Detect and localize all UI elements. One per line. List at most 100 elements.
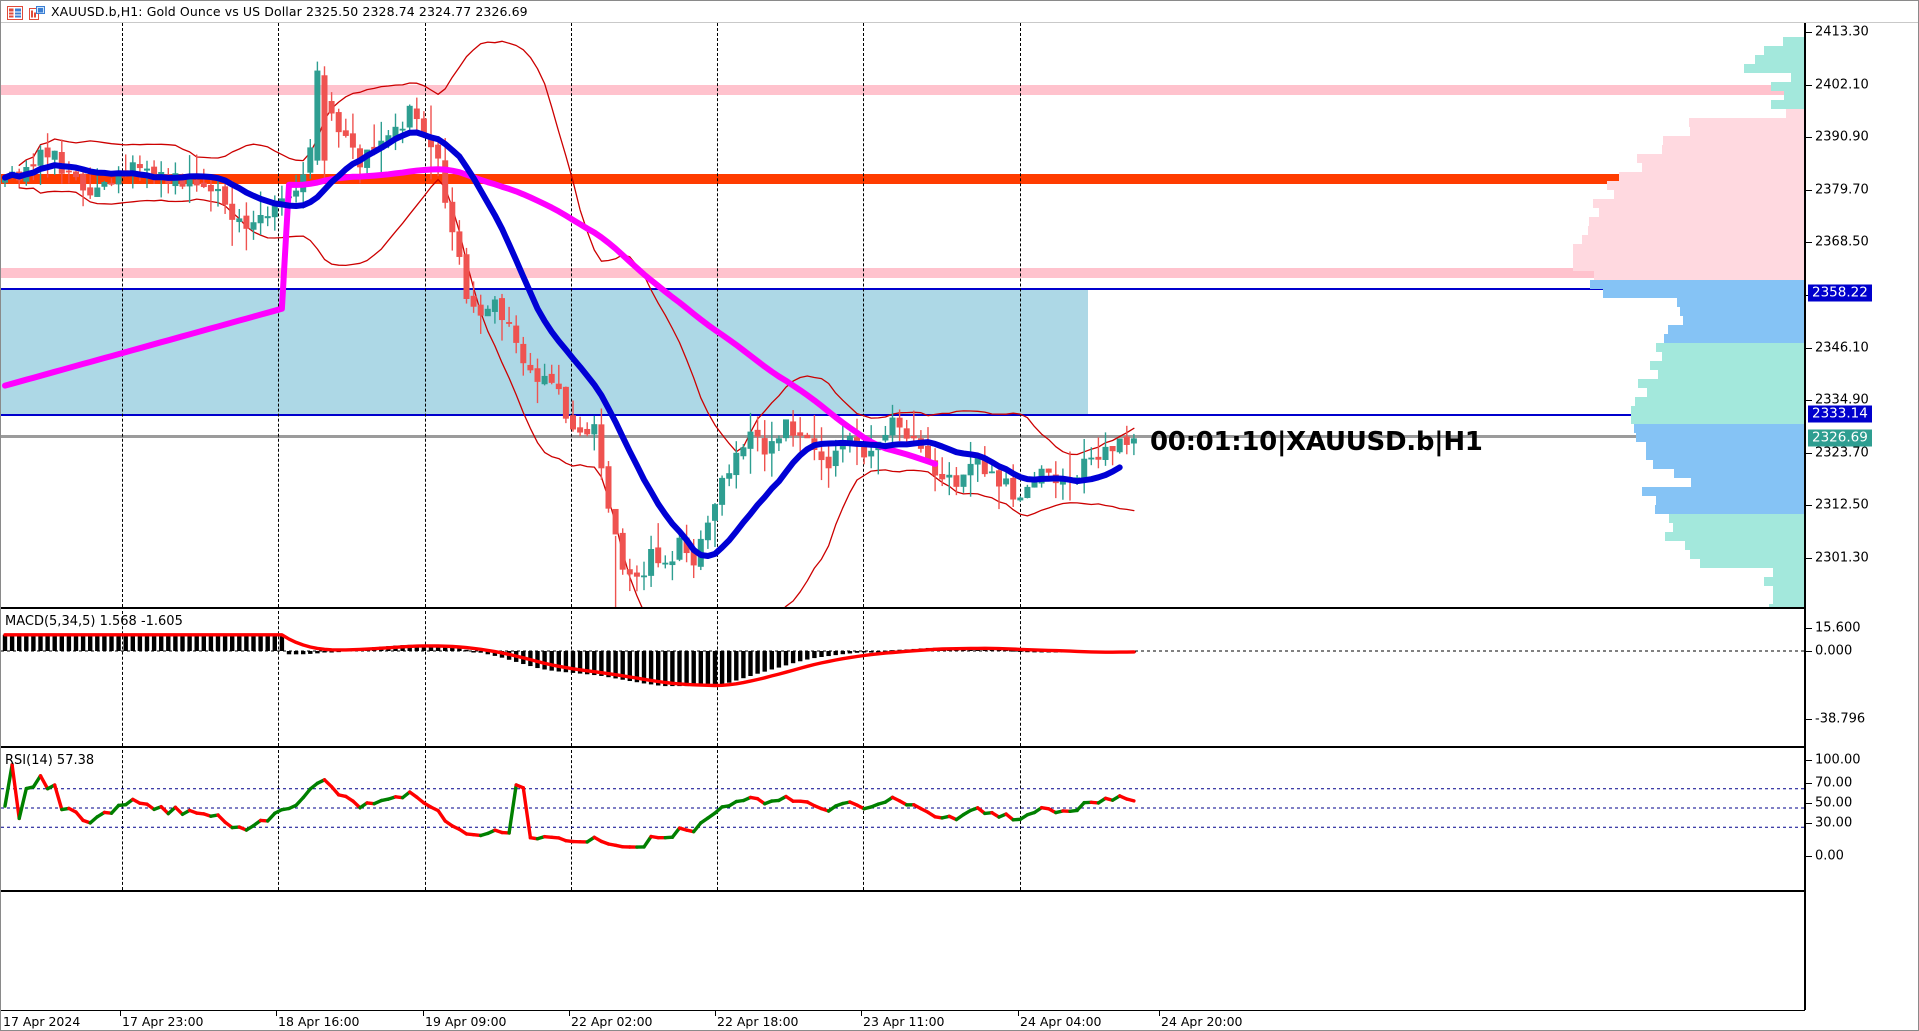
volume-profile-bar [1631, 406, 1805, 415]
price-tick-label: 2323.70 [1815, 445, 1869, 461]
vgrid-line [122, 611, 123, 746]
bollinger-lower-band [18, 178, 1135, 607]
macd-plot [1, 633, 1805, 688]
rsi-pane[interactable]: RSI(14) 57.38 [1, 750, 1805, 892]
volume-profile-bar [1771, 100, 1805, 109]
price-level-badge[interactable]: 2333.14 [1808, 405, 1872, 423]
volume-profile-bar [1637, 154, 1805, 163]
volume-profile-bar [1673, 523, 1805, 532]
volume-profile-bar [1634, 424, 1805, 433]
volume-profile-bar [1784, 91, 1805, 100]
volume-profile-bar [1589, 217, 1805, 226]
volume-profile-bar [1655, 505, 1805, 514]
rsi-tick-label: 30.00 [1815, 815, 1853, 831]
volume-profile-bar [1635, 397, 1805, 406]
rsi-tick-label: 0.00 [1815, 848, 1844, 864]
volume-profile-bar [1786, 109, 1805, 118]
price-tick-mark [1806, 505, 1812, 507]
volume-profile-bar [1631, 415, 1805, 424]
volume-profile-bar [1599, 208, 1805, 217]
volume-profile-bar [1638, 379, 1805, 388]
volume-profile-bar [1603, 289, 1805, 298]
volume-profile [1505, 23, 1805, 607]
macd-tick-label: 15.600 [1815, 620, 1861, 636]
time-tick-mark [276, 1011, 277, 1016]
volume-profile-bar [1607, 181, 1805, 190]
volume-profile-bar [1744, 64, 1805, 73]
volume-profile-bar [1594, 271, 1805, 280]
price-level-badge[interactable]: 2358.22 [1808, 284, 1872, 302]
time-tick-label: 17 Apr 2024 [3, 1014, 81, 1029]
volume-profile-bar [1764, 577, 1805, 586]
volume-profile-bar [1690, 127, 1805, 136]
macd-tick-mark [1806, 628, 1812, 629]
volume-profile-bar [1588, 226, 1805, 235]
vgrid-line [863, 750, 864, 890]
resistance-zone-line [1, 174, 1805, 184]
volume-profile-bar [1593, 199, 1805, 208]
rsi-tick-mark [1806, 760, 1812, 761]
vgrid-line [425, 611, 426, 746]
price-tick-mark [1806, 84, 1812, 86]
volume-profile-bar [1669, 514, 1805, 523]
volume-profile-bar [1573, 253, 1805, 262]
volume-profile-bar [1677, 298, 1805, 307]
volume-profile-bar [1680, 307, 1805, 316]
rsi-tick-mark [1806, 856, 1812, 857]
price-tick-mark [1806, 137, 1812, 139]
volume-profile-bar [1771, 82, 1805, 91]
volume-profile-bar [1656, 496, 1805, 505]
macd-label: MACD(5,34,5) 1.568 -1.605 [5, 614, 183, 629]
price-level-badge[interactable]: 2326.69 [1808, 429, 1872, 447]
price-scale[interactable]: 2413.302402.102390.902379.702368.502357.… [1804, 23, 1918, 1010]
candlestick-series [1, 61, 1137, 607]
pink-band-lower [1, 268, 1805, 278]
macd-pane[interactable]: MACD(5,34,5) 1.568 -1.605 [1, 611, 1805, 748]
price-tick-label: 2368.50 [1815, 234, 1869, 250]
vgrid-line [278, 23, 279, 607]
volume-profile-bar [1662, 352, 1805, 361]
volume-profile-bar [1653, 460, 1805, 469]
lower-support-line [1, 414, 1805, 416]
vgrid-line [278, 750, 279, 890]
price-tick-label: 2413.30 [1815, 24, 1869, 40]
volume-profile-bar [1656, 343, 1805, 352]
volume-profile-bar [1582, 235, 1805, 244]
support-zone-fill [1, 288, 1088, 415]
time-tick-mark [861, 1011, 862, 1016]
price-tick-mark [1806, 347, 1812, 349]
data-window-icon[interactable] [7, 5, 23, 20]
time-tick-label: 24 Apr 04:00 [1020, 1014, 1102, 1029]
vgrid-line [717, 23, 718, 607]
price-pane[interactable]: 00:01:10|XAUUSD.b|H1 [1, 23, 1805, 609]
volume-profile-bar [1773, 568, 1805, 577]
rsi-pane-inner [1, 750, 1805, 890]
time-tick-label: 24 Apr 20:00 [1161, 1014, 1243, 1029]
time-tick-label: 18 Apr 16:00 [278, 1014, 360, 1029]
macd-tick-label: 0.000 [1815, 643, 1853, 659]
rsi-tick-mark [1806, 783, 1812, 784]
rsi-tick-mark [1806, 803, 1812, 804]
volume-profile-bar [1590, 280, 1805, 289]
volume-profile-bar [1663, 136, 1805, 145]
time-axis[interactable]: 17 Apr 2024 17 Apr 23:00 18 Apr 16:00 19 Ap… [1, 1010, 1805, 1030]
price-tick-label: 2312.50 [1815, 497, 1869, 513]
price-plot [1, 40, 1137, 607]
vgrid-line [571, 611, 572, 746]
time-tick-mark [1159, 1011, 1160, 1016]
macd-pane-inner [1, 611, 1805, 746]
macd-tick-mark [1806, 719, 1812, 720]
chart-new-icon[interactable] [29, 5, 45, 20]
volume-profile-bar [1664, 334, 1805, 343]
volume-profile-bar [1700, 559, 1805, 568]
volume-profile-bar [1614, 190, 1805, 199]
pink-band-upper [1, 85, 1805, 95]
rsi-label: RSI(14) 57.38 [5, 753, 95, 768]
vgrid-line [278, 611, 279, 746]
macd-histogram [2, 634, 1137, 687]
macd-tick-label: -38.796 [1815, 711, 1866, 727]
rsi-tick-mark [1806, 823, 1812, 824]
vgrid-line [1020, 611, 1021, 746]
time-tick-label: 17 Apr 23:00 [122, 1014, 204, 1029]
vgrid-line [1020, 23, 1021, 607]
